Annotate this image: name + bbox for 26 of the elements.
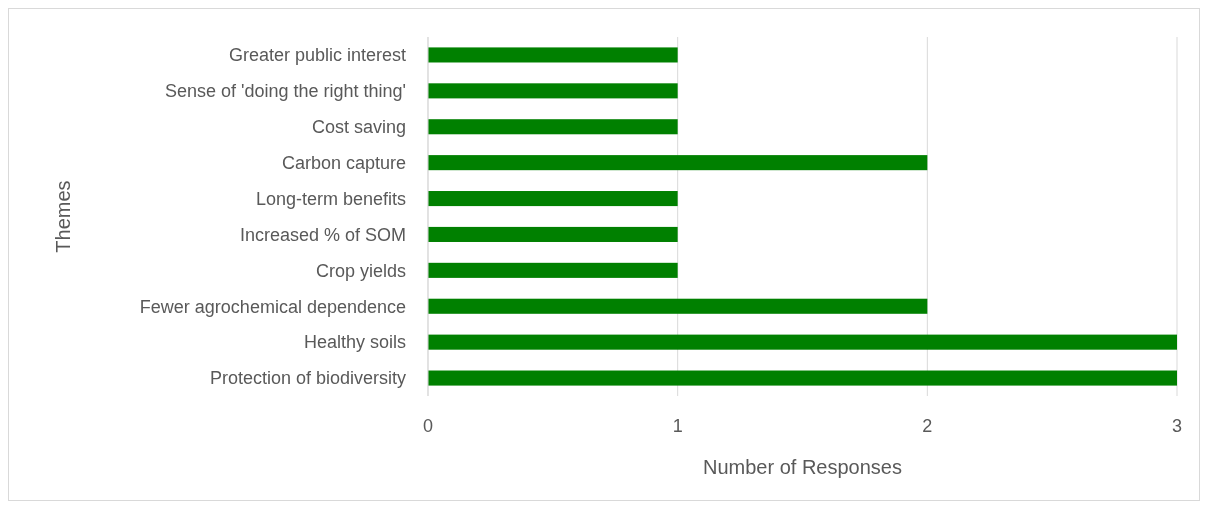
- x-tick-label: 1: [672, 416, 683, 436]
- x-tick-label: 2: [922, 416, 933, 436]
- x-tick-label: 3: [1171, 416, 1183, 436]
- bar: [428, 370, 1177, 386]
- bar: [428, 334, 1177, 350]
- bar: [428, 83, 678, 99]
- y-tick-label: Protection of biodiversity: [209, 368, 406, 389]
- y-tick-label: Cost saving: [311, 117, 406, 138]
- bar: [428, 298, 928, 314]
- y-tick-label: Crop yields: [315, 260, 406, 281]
- bar: [428, 191, 678, 207]
- bar: [428, 226, 678, 242]
- y-tick-label: Carbon capture: [281, 152, 406, 173]
- x-tick-label: 0: [422, 416, 434, 436]
- bar: [428, 155, 928, 171]
- bar: [428, 119, 678, 135]
- y-axis-title: Themes: [52, 180, 74, 253]
- x-axis-title: Number of Responses: [703, 456, 902, 478]
- y-tick-label: Increased % of SOM: [239, 224, 406, 245]
- bar: [428, 262, 678, 278]
- y-tick-label: Fewer agrochemical dependence: [139, 296, 406, 317]
- y-tick-label: Sense of 'doing the right thing': [164, 81, 406, 102]
- y-tick-label: Long-term benefits: [255, 188, 406, 209]
- y-tick-label: Healthy soils: [303, 332, 406, 353]
- y-tick-label: Greater public interest: [228, 45, 406, 66]
- bar: [428, 47, 678, 63]
